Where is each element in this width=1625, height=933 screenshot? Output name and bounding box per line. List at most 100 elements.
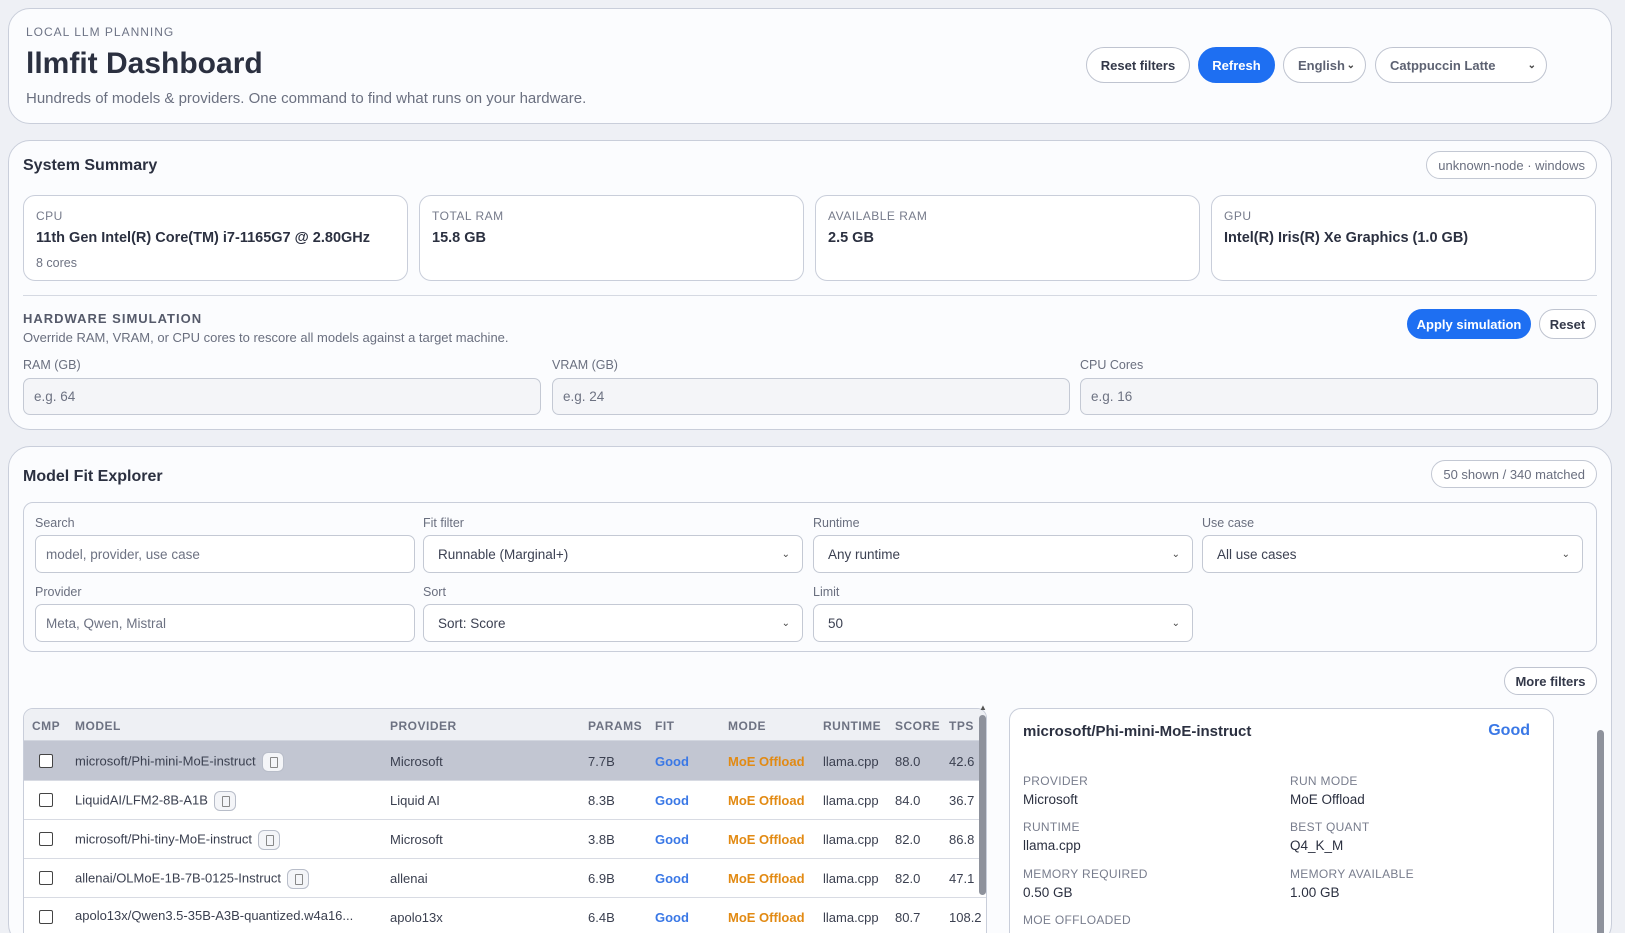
- runtime-select[interactable]: Any runtime ⌄: [813, 535, 1193, 573]
- gpu-stat: GPU Intel(R) Iris(R) Xe Graphics (1.0 GB…: [1211, 195, 1596, 281]
- detail-scrollbar[interactable]: [1597, 708, 1605, 933]
- fit-filter-select[interactable]: Runnable (Marginal+) ⌄: [423, 535, 803, 573]
- reset-filters-button[interactable]: Reset filters: [1086, 47, 1190, 83]
- theme-select[interactable]: Catppuccin Latte ⌄: [1375, 47, 1547, 83]
- model-name[interactable]: LiquidAI/LFM2-8B-A1B: [75, 792, 208, 808]
- model-name[interactable]: apolo13x/Qwen3.5-35B-A3B-quantized.w4a16…: [75, 908, 354, 923]
- header-card: LOCAL LLM PLANNING llmfit Dashboard Hund…: [8, 8, 1612, 124]
- compare-checkbox[interactable]: [39, 871, 53, 885]
- mode-cell: MoE Offload: [728, 910, 805, 925]
- col-fit[interactable]: FIT: [655, 719, 675, 733]
- table-row[interactable]: allenai/OLMoE-1B-7B-0125-Instruct allenai…: [24, 858, 986, 898]
- match-count-badge: 50 shown / 340 matched: [1431, 460, 1597, 488]
- col-provider[interactable]: PROVIDER: [390, 719, 457, 733]
- compare-checkbox[interactable]: [39, 832, 53, 846]
- apply-simulation-button[interactable]: Apply simulation: [1407, 309, 1531, 339]
- scrollbar-thumb[interactable]: [1597, 730, 1604, 933]
- model-name[interactable]: microsoft/Phi-tiny-MoE-instruct: [75, 831, 252, 847]
- detail-provider: Microsoft: [1023, 792, 1078, 807]
- table-row[interactable]: LiquidAI/LFM2-8B-A1B Liquid AI 8.3B Good MoE…: [24, 780, 986, 820]
- score-cell: 80.7: [895, 910, 921, 925]
- available-ram-stat: AVAILABLE RAM 2.5 GB: [815, 195, 1200, 281]
- fit-filter-label: Fit filter: [423, 516, 464, 530]
- refresh-button[interactable]: Refresh: [1198, 47, 1275, 83]
- tps-cell: 42.6: [949, 754, 975, 769]
- cpu-cores-input[interactable]: e.g. 16: [1080, 378, 1598, 415]
- reset-simulation-button[interactable]: Reset: [1539, 309, 1596, 339]
- compare-checkbox[interactable]: [39, 754, 53, 768]
- available-ram-value: 2.5 GB: [828, 230, 874, 246]
- node-badge: unknown-node · windows: [1426, 151, 1597, 179]
- detail-moe-offloaded-label: MOE OFFLOADED: [1023, 913, 1131, 927]
- provider-input[interactable]: Meta, Qwen, Mistral: [35, 604, 415, 642]
- fit-cell: Good: [655, 793, 689, 808]
- total-ram-value: 15.8 GB: [432, 230, 486, 246]
- gpu-label: GPU: [1224, 209, 1252, 223]
- table-scrollbar[interactable]: ▲: [978, 701, 988, 933]
- use-case-label: Use case: [1202, 516, 1255, 530]
- vram-input[interactable]: e.g. 24: [552, 378, 1070, 415]
- ram-input[interactable]: e.g. 64: [23, 378, 541, 415]
- runtime-cell: llama.cpp: [823, 793, 879, 808]
- system-summary-title: System Summary: [23, 157, 158, 174]
- model-cell: allenai/OLMoE-1B-7B-0125-Instruct: [75, 869, 309, 889]
- system-summary-card: System Summary unknown-node · windows CP…: [8, 140, 1612, 430]
- params-cell: 7.7B: [588, 754, 615, 769]
- provider-label: Provider: [35, 585, 82, 599]
- available-ram-label: AVAILABLE RAM: [828, 209, 928, 223]
- compare-checkbox[interactable]: [39, 793, 53, 807]
- compare-checkbox[interactable]: [39, 910, 53, 924]
- model-fit-explorer-card: Model Fit Explorer 50 shown / 340 matche…: [8, 446, 1612, 933]
- use-case-select[interactable]: All use cases ⌄: [1202, 535, 1583, 573]
- copy-icon[interactable]: [257, 830, 280, 850]
- copy-icon[interactable]: [286, 869, 309, 889]
- col-tps[interactable]: TPS: [949, 719, 974, 733]
- scroll-up-icon[interactable]: ▲: [979, 703, 987, 712]
- chevron-down-icon: ⌄: [1346, 59, 1355, 71]
- copy-icon[interactable]: [213, 791, 236, 811]
- total-ram-label: TOTAL RAM: [432, 209, 504, 223]
- model-name[interactable]: microsoft/Phi-mini-MoE-instruct: [75, 753, 256, 769]
- provider-cell: Microsoft: [390, 832, 443, 847]
- limit-select[interactable]: 50 ⌄: [813, 604, 1193, 642]
- theme-value: Catppuccin Latte: [1390, 57, 1496, 73]
- provider-cell: Liquid AI: [390, 793, 440, 808]
- filter-panel: Search model, provider, use case Fit fil…: [23, 502, 1597, 652]
- fit-cell: Good: [655, 910, 689, 925]
- provider-cell: apolo13x: [390, 910, 443, 925]
- fit-cell: Good: [655, 832, 689, 847]
- col-params[interactable]: PARAMS: [588, 719, 643, 733]
- page-subtitle: Hundreds of models & providers. One comm…: [26, 90, 587, 107]
- use-case-value: All use cases: [1217, 546, 1297, 562]
- col-runtime[interactable]: RUNTIME: [823, 719, 882, 733]
- score-cell: 82.0: [895, 832, 921, 847]
- fit-filter-value: Runnable (Marginal+): [438, 546, 569, 562]
- scrollbar-thumb[interactable]: [979, 715, 986, 895]
- table-row[interactable]: microsoft/Phi-mini-MoE-instruct Microsoft…: [24, 741, 986, 781]
- table-row[interactable]: microsoft/Phi-tiny-MoE-instruct Microsoft…: [24, 819, 986, 859]
- model-name[interactable]: allenai/OLMoE-1B-7B-0125-Instruct: [75, 870, 281, 886]
- sort-select[interactable]: Sort: Score ⌄: [423, 604, 803, 642]
- total-ram-stat: TOTAL RAM 15.8 GB: [419, 195, 804, 281]
- col-mode[interactable]: MODE: [728, 719, 766, 733]
- mode-cell: MoE Offload: [728, 871, 805, 886]
- col-model[interactable]: MODEL: [75, 719, 121, 733]
- language-select[interactable]: English ⌄: [1283, 47, 1366, 83]
- sort-label: Sort: [423, 585, 446, 599]
- score-cell: 82.0: [895, 871, 921, 886]
- language-value: English: [1298, 57, 1345, 73]
- col-cmp[interactable]: CMP: [32, 719, 61, 733]
- col-score[interactable]: SCORE: [895, 719, 941, 733]
- params-cell: 3.8B: [588, 832, 615, 847]
- cpu-label: CPU: [36, 209, 63, 223]
- more-filters-button[interactable]: More filters: [1504, 667, 1597, 695]
- table-row[interactable]: apolo13x/Qwen3.5-35B-A3B-quantized.w4a16…: [24, 897, 986, 933]
- copy-icon[interactable]: [261, 752, 284, 772]
- search-input[interactable]: model, provider, use case: [35, 535, 415, 573]
- runtime-cell: llama.cpp: [823, 832, 879, 847]
- runtime-cell: llama.cpp: [823, 910, 879, 925]
- cpu-cores-label: CPU Cores: [1080, 358, 1144, 372]
- detail-title: microsoft/Phi-mini-MoE-instruct: [1023, 723, 1252, 740]
- chevron-down-icon: ⌄: [1171, 617, 1180, 629]
- detail-run-mode: MoE Offload: [1290, 792, 1365, 807]
